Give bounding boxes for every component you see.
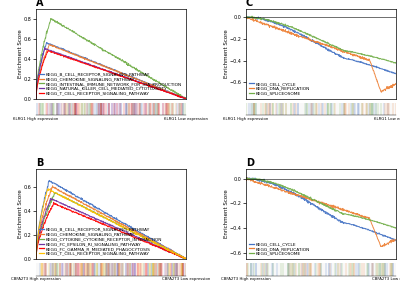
Text: C: C <box>246 0 253 8</box>
Text: D: D <box>246 158 254 168</box>
Text: A: A <box>36 0 44 8</box>
Legend: KEGG_CELL_CYCLE, KEGG_DNA_REPLICATION, KEGG_SPLICEOSOME: KEGG_CELL_CYCLE, KEGG_DNA_REPLICATION, K… <box>248 81 311 97</box>
Legend: KEGG_B_CELL_RECEPTOR_SIGNALING_PATHWAY, KEGG_CHEMOKINE_SIGNALING_PATHWAY, KEGG_I: KEGG_B_CELL_RECEPTOR_SIGNALING_PATHWAY, … <box>38 72 183 97</box>
Y-axis label: Enrichment Score: Enrichment Score <box>18 189 23 238</box>
Legend: KEGG_CELL_CYCLE, KEGG_DNA_REPLICATION, KEGG_SPLICEOSOME: KEGG_CELL_CYCLE, KEGG_DNA_REPLICATION, K… <box>248 241 311 257</box>
Legend: KEGG_B_CELL_RECEPTOR_SIGNALING_PATHWAY, KEGG_CHEMOKINE_SIGNALING_PATHWAY, KEGG_C: KEGG_B_CELL_RECEPTOR_SIGNALING_PATHWAY, … <box>38 227 163 257</box>
Y-axis label: Enrichment Score: Enrichment Score <box>224 29 228 78</box>
Text: B: B <box>36 158 43 168</box>
Y-axis label: Enrichment Score: Enrichment Score <box>224 189 228 238</box>
Y-axis label: Enrichment Score: Enrichment Score <box>18 29 23 78</box>
